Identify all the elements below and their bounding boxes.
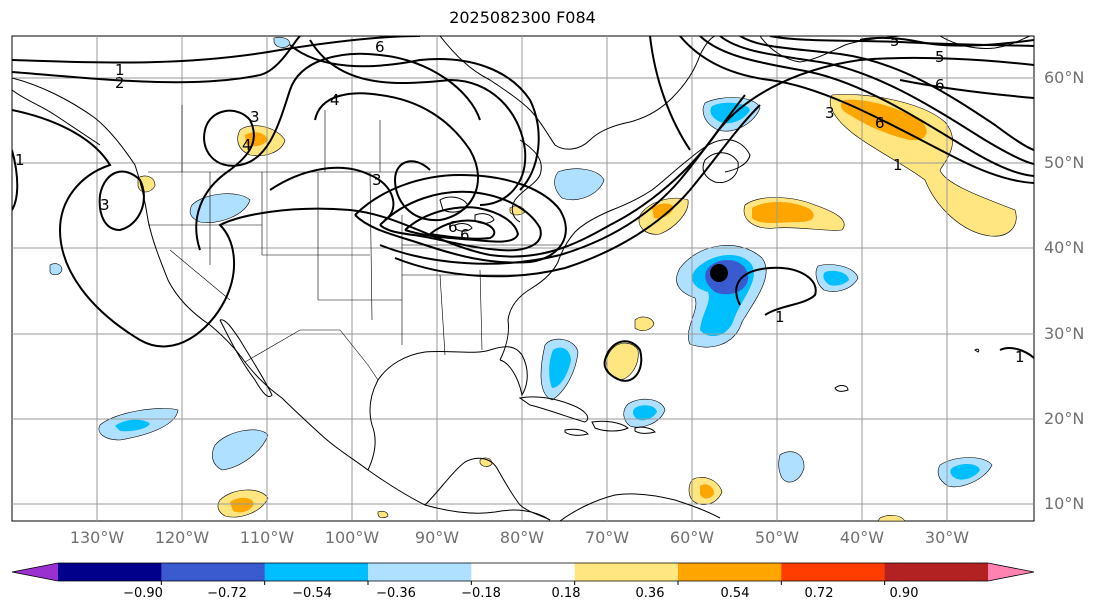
negative-anomaly bbox=[212, 429, 269, 471]
positive-anomaly bbox=[479, 457, 493, 467]
political-borders bbox=[148, 105, 560, 381]
lon-label: 90°W bbox=[414, 528, 460, 547]
lon-label: 60°W bbox=[669, 528, 715, 547]
positive-anomaly bbox=[245, 132, 268, 147]
lon-label: 70°W bbox=[584, 528, 630, 547]
colorbar-segment bbox=[884, 563, 989, 581]
lon-label: 130°W bbox=[69, 528, 125, 547]
lat-label: 60°N bbox=[1044, 68, 1085, 87]
contour-label: 3 bbox=[100, 196, 110, 214]
contour-label: 1 bbox=[893, 156, 903, 174]
contour-label-group: 1 2 3 4 5 6 6 5 6 3 6 1 1 1 1 3 3 4 6 bbox=[15, 32, 1025, 366]
lat-label: 30°N bbox=[1044, 324, 1085, 343]
contour-label: 5 bbox=[935, 48, 945, 66]
colorbar-tick-label: 0.72 bbox=[804, 586, 834, 601]
contour-label: 1 bbox=[15, 151, 25, 169]
negative-anomaly bbox=[778, 451, 805, 483]
lat-label: 40°N bbox=[1044, 238, 1085, 257]
positive-anomaly bbox=[634, 316, 655, 331]
negative-anomaly bbox=[115, 419, 150, 432]
contour-label: 3 bbox=[825, 104, 835, 122]
contour-label: 5 bbox=[890, 32, 900, 50]
lat-label: 20°N bbox=[1044, 409, 1085, 428]
contour-label: 1 bbox=[115, 61, 125, 79]
colorbar-segment bbox=[781, 563, 886, 581]
lat-label: 10°N bbox=[1044, 494, 1085, 513]
coastlines bbox=[12, 36, 1031, 521]
lon-label: 80°W bbox=[499, 528, 545, 547]
storm-center-dot bbox=[710, 264, 728, 282]
negative-anomaly bbox=[189, 193, 251, 223]
positive-anomaly bbox=[377, 510, 389, 519]
contour-label: 3 bbox=[250, 108, 260, 126]
colorbar-tick-label: −0.54 bbox=[292, 586, 332, 601]
negative-anomaly bbox=[950, 464, 980, 480]
colorbar-tick-label: −0.36 bbox=[376, 586, 416, 601]
negative-anomaly bbox=[49, 263, 63, 276]
contour-label: 2 bbox=[115, 74, 125, 92]
positive-anomaly bbox=[230, 497, 254, 513]
colorbar bbox=[11, 562, 1035, 585]
colorbar-segment bbox=[678, 563, 782, 581]
colorbar-tick-label: 0.54 bbox=[720, 586, 750, 601]
contour-label: 1 bbox=[1015, 348, 1025, 366]
contour-label: 6 bbox=[460, 226, 470, 244]
colorbar-segment bbox=[574, 563, 679, 581]
lon-label: 50°W bbox=[754, 528, 800, 547]
contour-label: 3 bbox=[372, 171, 382, 189]
colorbar-tick-label: 0.18 bbox=[551, 586, 581, 601]
positive-anomaly bbox=[652, 203, 674, 219]
colorbar-extend-low bbox=[12, 563, 58, 581]
lon-label: 120°W bbox=[154, 528, 210, 547]
colorbar-outline bbox=[11, 562, 1035, 582]
contour-label: 4 bbox=[242, 136, 252, 154]
positive-anomaly bbox=[877, 515, 906, 521]
colorbar-segment bbox=[264, 563, 369, 581]
negative-anomaly bbox=[554, 168, 605, 200]
contour-label: 6 bbox=[375, 38, 385, 56]
colorbar-tick-label: −0.72 bbox=[207, 586, 247, 601]
positive-anomaly bbox=[752, 202, 814, 223]
colorbar-segment bbox=[58, 563, 162, 581]
contour-label: 6 bbox=[935, 76, 945, 94]
contour-label: 1 bbox=[775, 308, 785, 326]
colorbar-tick-label: 0.90 bbox=[889, 586, 919, 601]
negative-anomaly bbox=[549, 347, 571, 388]
map-title: 2025082300 F084 bbox=[449, 8, 596, 27]
colorbar-segment bbox=[471, 563, 576, 581]
colorbar-segment bbox=[161, 563, 266, 581]
positive-anomaly bbox=[606, 342, 639, 381]
lon-label: 30°W bbox=[924, 528, 970, 547]
contour-label: 4 bbox=[330, 91, 340, 109]
colorbar-extend-high bbox=[988, 563, 1034, 581]
negative-anomaly bbox=[273, 36, 291, 48]
contour-label: 6 bbox=[448, 218, 458, 236]
contour-lines bbox=[12, 36, 1034, 382]
colorbar-tick-label: −0.90 bbox=[123, 586, 163, 601]
negative-anomaly bbox=[632, 405, 657, 421]
colorbar-tick-label: 0.36 bbox=[635, 586, 665, 601]
lon-label: 100°W bbox=[324, 528, 380, 547]
contour-label: 6 bbox=[875, 114, 885, 132]
negative-anomaly bbox=[823, 270, 849, 286]
colorbar-segment bbox=[368, 563, 472, 581]
lon-label: 40°W bbox=[839, 528, 885, 547]
lat-label: 50°N bbox=[1044, 153, 1085, 172]
positive-anomaly bbox=[829, 94, 1017, 237]
lon-label: 110°W bbox=[239, 528, 295, 547]
positive-anomaly bbox=[700, 484, 714, 499]
colorbar-tick-label: −0.18 bbox=[461, 586, 501, 601]
